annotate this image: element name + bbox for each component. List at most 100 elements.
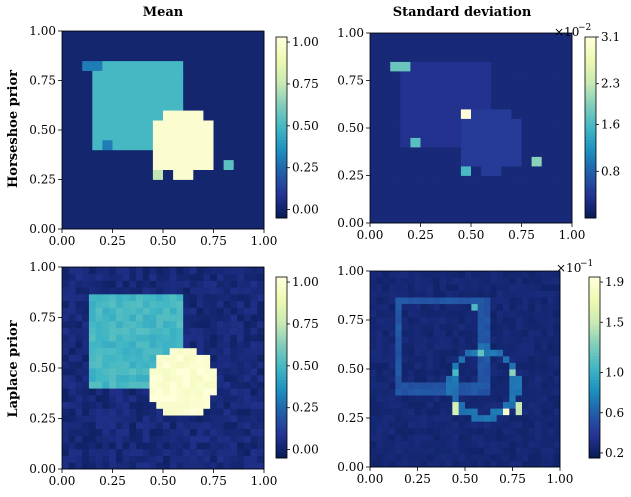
- heatmap-cell: [149, 381, 157, 389]
- heatmap-cell: [230, 415, 238, 423]
- heatmap-cell: [534, 440, 542, 448]
- heatmap-cell: [420, 99, 431, 110]
- heatmap-cell: [223, 280, 231, 288]
- heatmap-cell: [446, 290, 453, 298]
- heatmap-cell: [169, 354, 177, 362]
- heatmap-cell: [452, 349, 460, 357]
- heatmap-cell: [132, 179, 144, 190]
- heatmap-cell: [427, 336, 434, 344]
- colorbar-exponent: −2: [578, 23, 591, 33]
- colorbar-segment: [276, 352, 287, 356]
- heatmap-cell: [136, 394, 144, 403]
- heatmap-cell: [380, 128, 391, 138]
- heatmap-cell: [149, 428, 157, 436]
- heatmap-cell: [433, 310, 441, 318]
- heatmap-cell: [173, 149, 184, 161]
- heatmap-cell: [477, 460, 485, 468]
- heatmap-cell: [102, 334, 110, 342]
- heatmap-cell: [142, 179, 154, 190]
- heatmap-cell: [142, 462, 150, 470]
- heatmap-cell: [414, 434, 422, 442]
- heatmap-cell: [122, 199, 134, 210]
- heatmap-cell: [72, 100, 83, 111]
- heatmap-cell: [541, 90, 553, 100]
- heatmap-cell: [169, 388, 177, 396]
- heatmap-cell: [243, 442, 251, 450]
- heatmap-cell: [88, 327, 97, 335]
- heatmap-cell: [82, 334, 90, 342]
- heatmap-cell: [223, 219, 235, 230]
- heatmap-cell: [390, 61, 401, 72]
- heatmap-cell: [522, 297, 529, 305]
- heatmap-cell: [503, 303, 510, 311]
- heatmap-cell: [395, 316, 403, 324]
- heatmap-cell: [531, 194, 543, 205]
- heatmap-cell: [446, 427, 453, 435]
- heatmap-cell: [152, 110, 164, 121]
- heatmap-cell: [68, 307, 76, 315]
- heatmap-cell: [142, 327, 150, 335]
- heatmap-cell: [129, 341, 137, 349]
- heatmap-cell: [203, 381, 211, 389]
- heatmap-cell: [213, 40, 224, 52]
- colorbar-segment: [276, 310, 287, 314]
- heatmap-cell: [521, 99, 532, 110]
- heatmap-cell: [176, 347, 184, 355]
- heatmap-cell: [380, 61, 391, 72]
- heatmap-cell: [541, 185, 553, 195]
- heatmap-cell: [95, 421, 103, 429]
- colorbar-segment: [276, 145, 287, 150]
- heatmap-cell: [142, 435, 150, 443]
- heatmap-cell: [420, 290, 428, 298]
- heatmap-cell: [237, 273, 245, 281]
- heatmap-cell: [216, 421, 224, 429]
- heatmap-cell: [68, 421, 76, 429]
- heatmap-cell: [389, 395, 396, 403]
- heatmap-cell: [541, 61, 553, 72]
- heatmap-cell: [465, 349, 472, 357]
- heatmap-cell: [515, 421, 523, 429]
- heatmap-cell: [401, 414, 409, 422]
- heatmap-cell: [203, 401, 211, 409]
- heatmap-cell: [439, 401, 447, 409]
- heatmap-cell: [152, 80, 164, 91]
- heatmap-cell: [216, 280, 224, 288]
- heatmap-cell: [173, 189, 184, 200]
- heatmap-cell: [522, 284, 529, 291]
- heatmap-cell: [115, 374, 123, 382]
- heatmap-cell: [521, 42, 532, 53]
- heatmap-cell: [484, 316, 491, 324]
- colorbar-segment: [276, 175, 287, 180]
- heatmap-cell: [62, 273, 70, 281]
- heatmap-cell: [156, 287, 164, 295]
- colorbar-segment: [276, 184, 287, 189]
- colorbar-tick-label: 0.6: [605, 406, 624, 420]
- heatmap-cell: [223, 361, 231, 369]
- heatmap-cell: [408, 447, 415, 455]
- heatmap-cell: [223, 40, 235, 52]
- colorbar-segment: [276, 295, 287, 299]
- heatmap-cell: [136, 334, 144, 342]
- heatmap-cell: [433, 408, 441, 416]
- colorbar-segment: [589, 283, 600, 287]
- colorbar-segment: [585, 106, 596, 110]
- heatmap-cell: [183, 100, 194, 111]
- heatmap-cell: [420, 447, 428, 455]
- heatmap-cell: [496, 388, 504, 396]
- heatmap-cell: [149, 293, 157, 302]
- heatmap-cell: [561, 42, 573, 53]
- colorbar-segment: [589, 376, 600, 381]
- heatmap-cell: [484, 408, 491, 416]
- heatmap-cell: [62, 334, 70, 342]
- heatmap-cell: [430, 166, 442, 176]
- heatmap-cell: [115, 293, 123, 302]
- heatmap-cell: [132, 100, 144, 111]
- heatmap-cell: [142, 40, 154, 52]
- heatmap-cell: [509, 460, 517, 468]
- heatmap-cell: [115, 442, 123, 450]
- heatmap-cell: [257, 415, 265, 423]
- colorbar-segment: [589, 325, 600, 329]
- heatmap-cell: [390, 147, 401, 157]
- colorbar-segment: [589, 343, 600, 347]
- heatmap-cell: [183, 130, 194, 141]
